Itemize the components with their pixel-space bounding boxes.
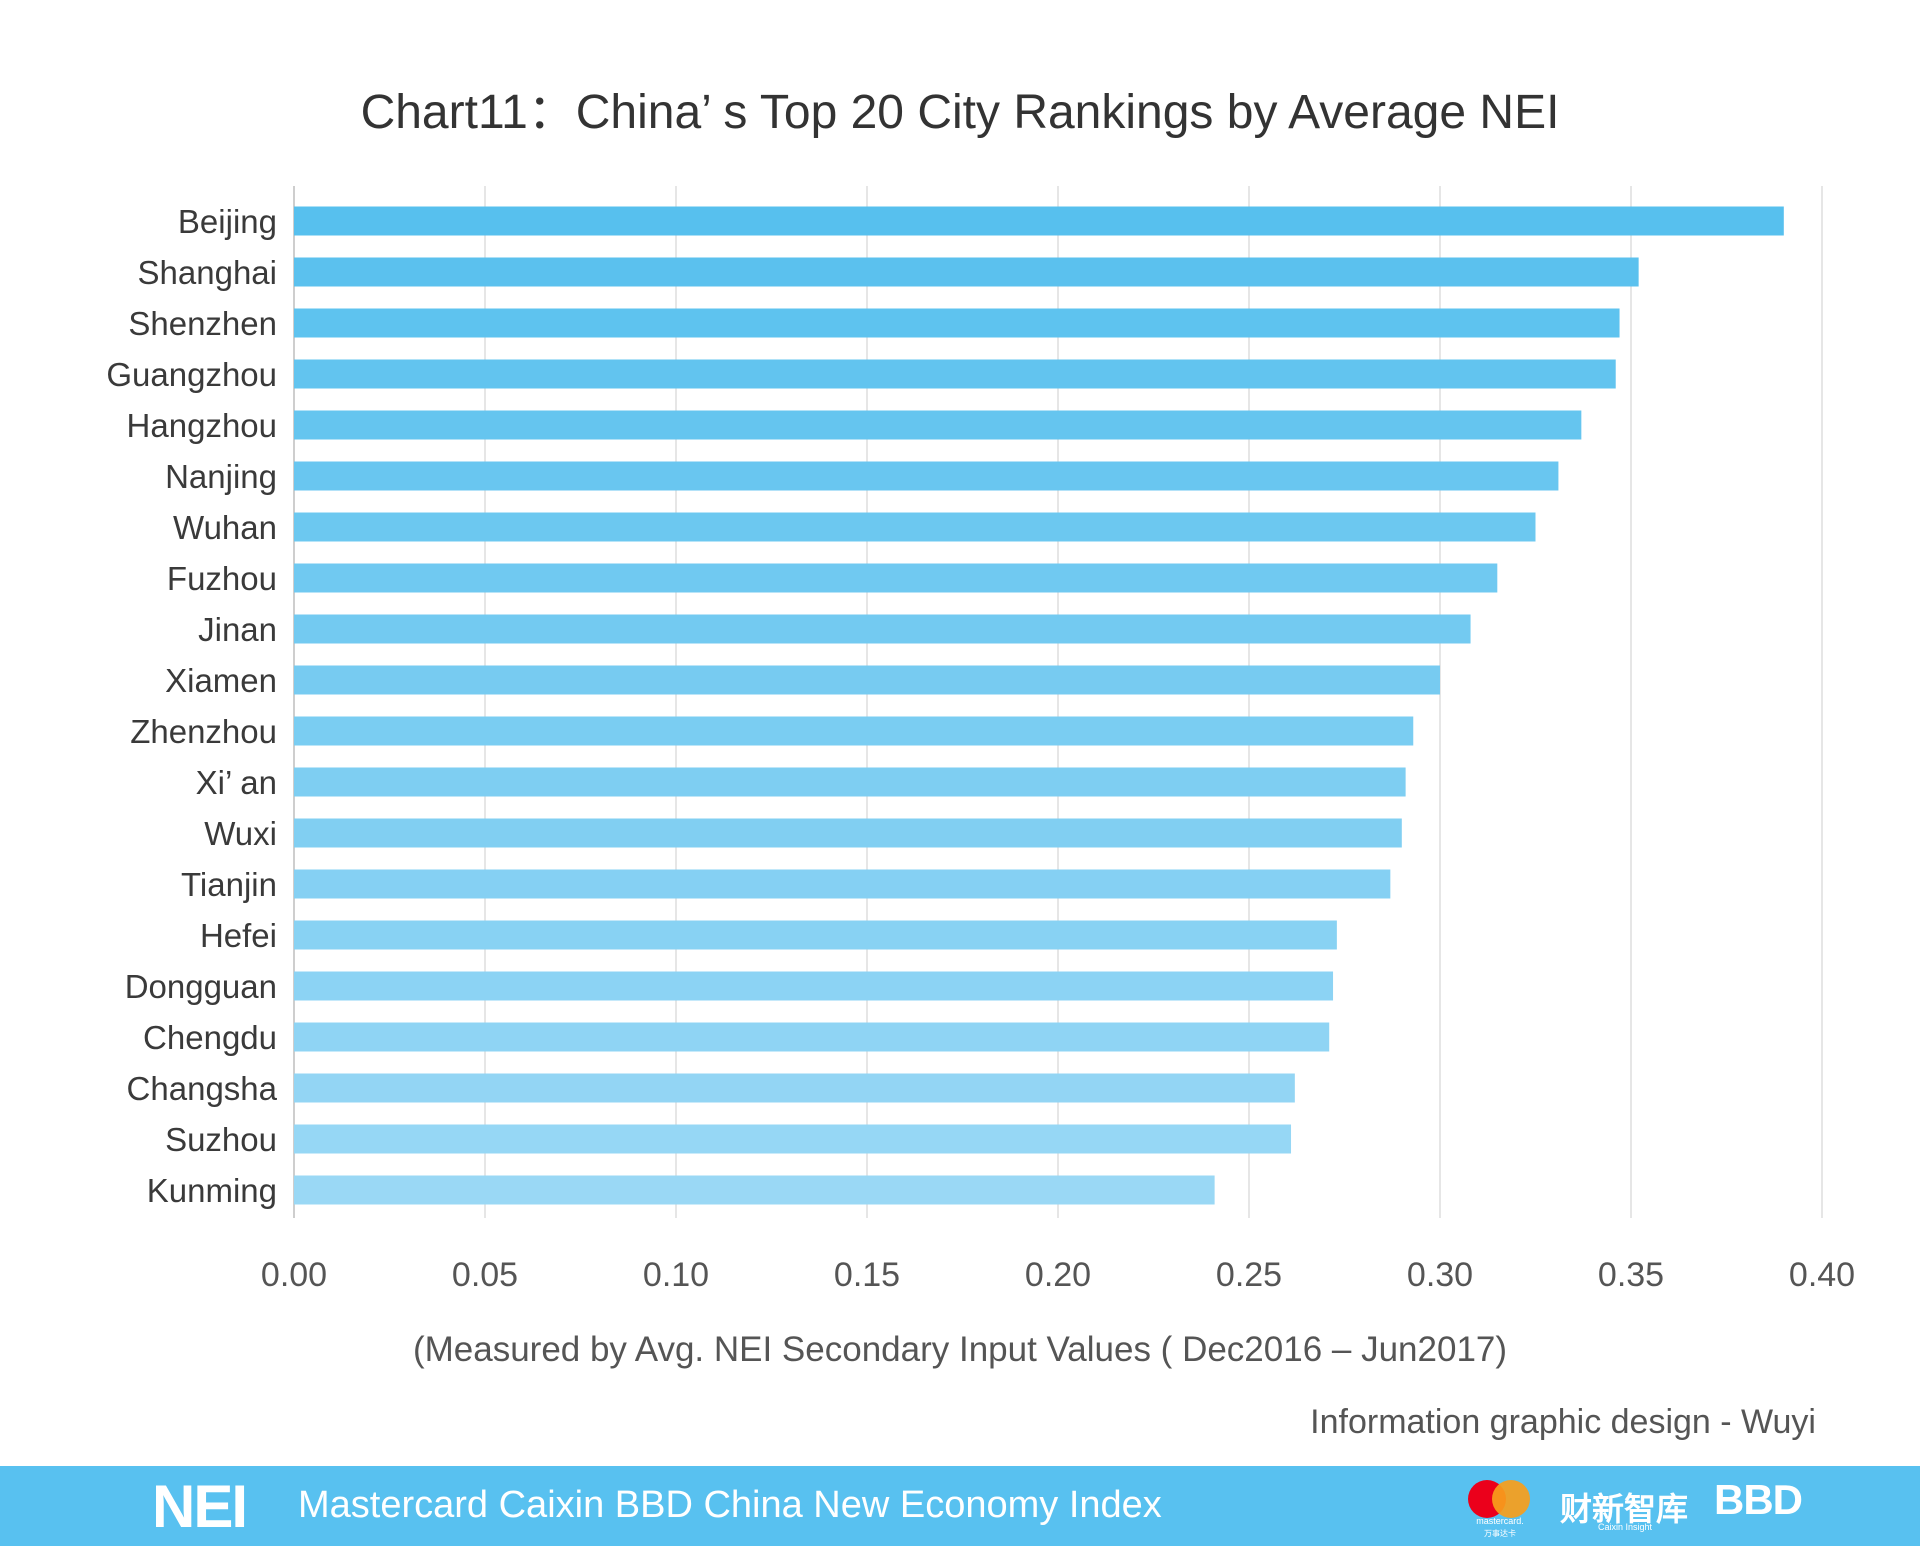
- bar-tianjin: [294, 869, 1391, 899]
- category-label: Chengdu: [143, 1019, 277, 1056]
- bar-xiamen: [294, 665, 1440, 695]
- x-tick-labels: 0.00 0.05 0.10 0.15 0.20 0.25 0.30 0.35 0.40: [261, 1256, 1855, 1294]
- bar-shenzhen: [294, 308, 1620, 338]
- category-label: Tianjin: [181, 866, 277, 903]
- bar-beijing: [294, 206, 1784, 236]
- bar-suzhou: [294, 1124, 1292, 1154]
- category-label: Guangzhou: [106, 356, 277, 393]
- category-label: Hangzhou: [127, 407, 277, 444]
- category-label: Wuhan: [173, 509, 277, 546]
- bar-xian: [294, 767, 1406, 797]
- bar-shanghai: [294, 257, 1639, 287]
- category-label: Wuxi: [204, 815, 277, 852]
- category-label: Jinan: [198, 611, 277, 648]
- mastercard-sub-caption: 万事达卡: [1484, 1529, 1516, 1538]
- footer-banner: NEI Mastercard Caixin BBD China New Econ…: [0, 1466, 1920, 1546]
- x-tick-label: 0.30: [1407, 1256, 1473, 1294]
- bar-zhenzhou: [294, 716, 1414, 746]
- category-label: Beijing: [178, 203, 277, 240]
- x-tick-label: 0.20: [1025, 1256, 1091, 1294]
- gridlines: [293, 186, 1823, 1218]
- x-axis-caption: (Measured by Avg. NEI Secondary Input Va…: [412, 1330, 1508, 1369]
- category-label: Xi’ an: [196, 764, 277, 801]
- bar-chart: Beijing Shanghai Shenzhen Guangzhou Hangzhou…: [106, 186, 1855, 1294]
- category-label: Shanghai: [138, 254, 277, 291]
- nei-logo: NEI: [152, 1473, 248, 1540]
- mastercard-yellow-circle: [1492, 1480, 1530, 1518]
- category-label: Nanjing: [165, 458, 277, 495]
- caixin-insight-logo: 财新智库: [1560, 1491, 1689, 1527]
- x-tick-label: 0.25: [1216, 1256, 1282, 1294]
- category-label: Fuzhou: [167, 560, 277, 597]
- category-label: Xiamen: [165, 662, 277, 699]
- bar-changsha: [294, 1073, 1295, 1103]
- x-tick-label: 0.00: [261, 1256, 327, 1294]
- x-tick-label: 0.05: [452, 1256, 518, 1294]
- bar-kunming: [294, 1175, 1215, 1205]
- bar-nanjing: [294, 461, 1559, 491]
- bar-fuzhou: [294, 563, 1498, 593]
- category-label: Zhenzhou: [130, 713, 277, 750]
- bar-chengdu: [294, 1022, 1330, 1052]
- category-label: Dongguan: [125, 968, 277, 1005]
- bars: [294, 206, 1784, 1205]
- x-tick-label: 0.10: [643, 1256, 709, 1294]
- category-label: Hefei: [200, 917, 277, 954]
- chart-title: Chart11：China’ s Top 20 City Rankings by…: [360, 86, 1560, 139]
- design-credit: Information graphic design - Wuyi: [1310, 1403, 1816, 1441]
- bbd-logo: BBD: [1714, 1476, 1803, 1523]
- bar-jinan: [294, 614, 1471, 644]
- bar-dongguan: [294, 971, 1334, 1001]
- x-tick-label: 0.40: [1789, 1256, 1855, 1294]
- category-label: Kunming: [147, 1172, 277, 1209]
- footer-index-name: Mastercard Caixin BBD China New Economy …: [298, 1484, 1162, 1526]
- x-tick-label: 0.15: [834, 1256, 900, 1294]
- category-labels: Beijing Shanghai Shenzhen Guangzhou Hangzhou…: [106, 203, 277, 1209]
- category-label: Suzhou: [165, 1121, 277, 1158]
- category-label: Changsha: [127, 1070, 278, 1107]
- bar-wuxi: [294, 818, 1402, 848]
- mastercard-logo: [1468, 1480, 1532, 1520]
- bar-hangzhou: [294, 410, 1582, 440]
- mastercard-caption: mastercard.: [1476, 1516, 1524, 1526]
- bar-hefei: [294, 920, 1337, 950]
- bar-guangzhou: [294, 359, 1616, 389]
- category-label: Shenzhen: [128, 305, 277, 342]
- caixin-insight-caption: Caixin Insight: [1597, 1522, 1653, 1532]
- x-tick-label: 0.35: [1598, 1256, 1664, 1294]
- bar-wuhan: [294, 512, 1536, 542]
